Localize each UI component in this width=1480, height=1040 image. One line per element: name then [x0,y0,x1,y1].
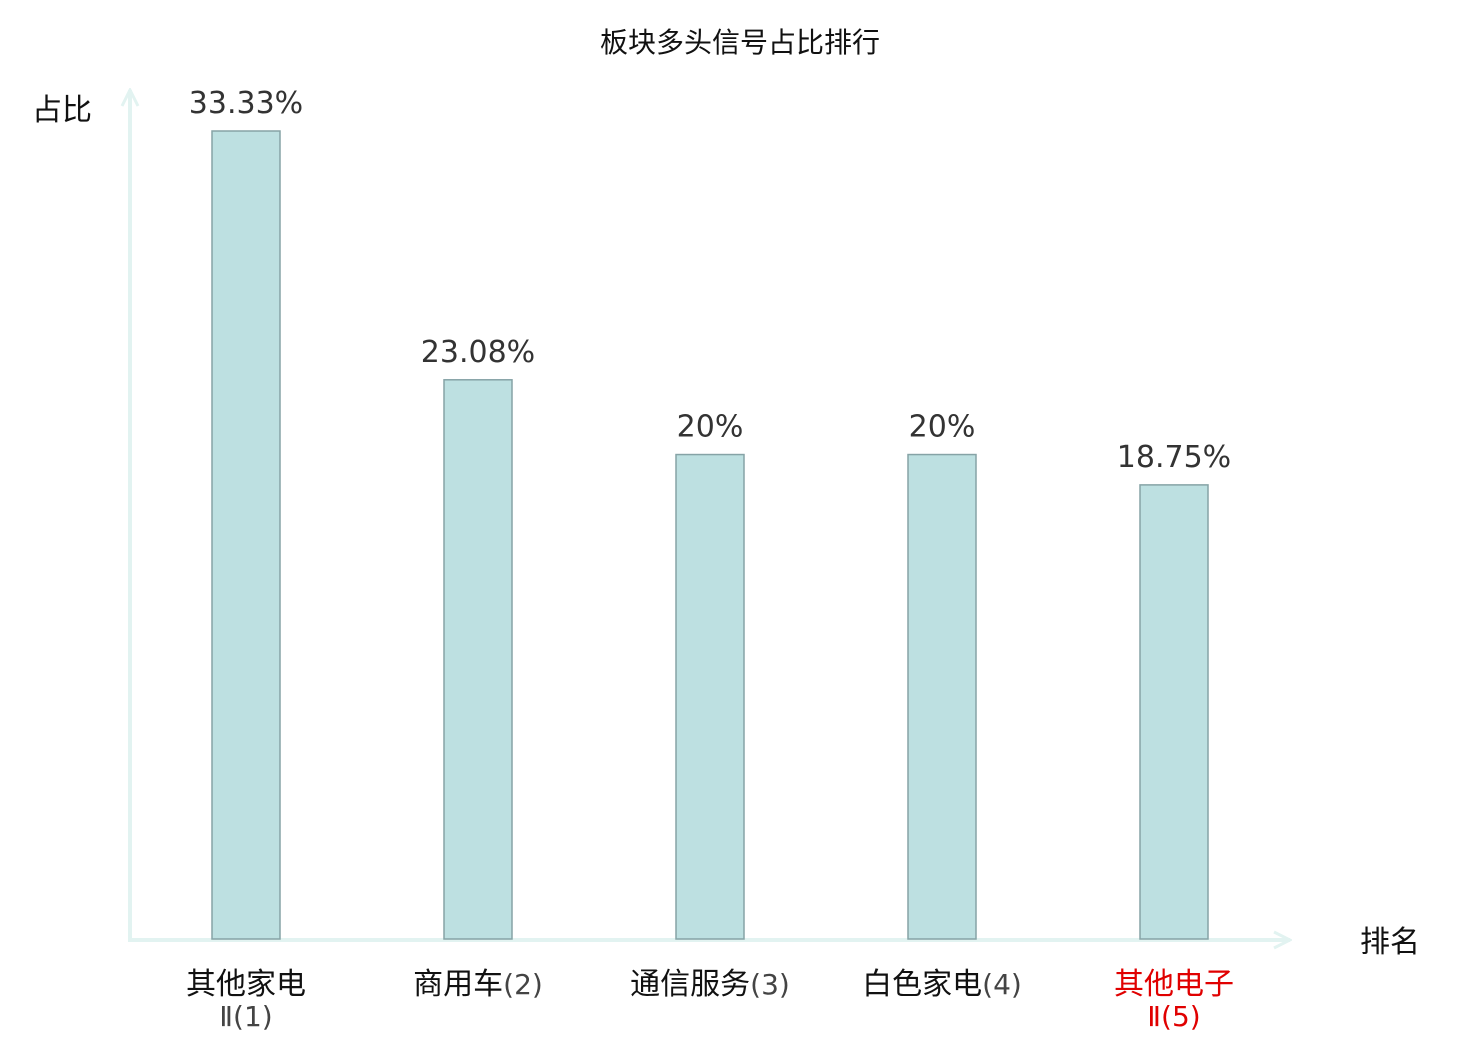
category-name-1: 其他家电 [186,967,306,1002]
bars-group [211,130,1209,940]
category-rank-2: (2) [503,968,543,1001]
value-label-2: 23.08% [421,335,535,370]
value-labels-group: 33.33% 23.08% 20% 20% 18.75% [189,86,1231,475]
category-label-5: 其他电子 [1114,967,1234,1002]
value-label-1: 33.33% [189,86,303,121]
bar-3 [675,453,745,940]
bar-4 [907,453,977,940]
value-label-3: 20% [677,410,744,445]
value-label-5: 18.75% [1117,440,1231,475]
value-label-4: 20% [909,410,976,445]
category-label-4: 白色家电(4) [862,967,1022,1002]
category-name-3: 通信服务 [630,967,750,1002]
category-label-3: 通信服务(3) [630,967,790,1002]
category-rank-3: (3) [750,968,790,1001]
bar-5 [1139,484,1209,940]
category-label-1: 其他家电 [186,967,306,1002]
bar-2 [443,379,513,940]
y-axis-label: 占比 [32,93,92,128]
category-name-2: 商用车 [413,967,503,1002]
bar-1 [211,130,281,940]
x-axis-label: 排名 [1360,925,1420,960]
chart-title: 板块多头信号占比排行 [600,26,880,59]
category-rank-4: (4) [982,968,1022,1001]
category-label-2: 商用车(2) [413,967,543,1002]
category-rank-1: Ⅱ(1) [219,1000,272,1033]
category-rank-5: Ⅱ(5) [1147,1000,1200,1033]
category-name-5: 其他电子 [1114,967,1234,1002]
category-name-4: 白色家电 [862,967,982,1002]
